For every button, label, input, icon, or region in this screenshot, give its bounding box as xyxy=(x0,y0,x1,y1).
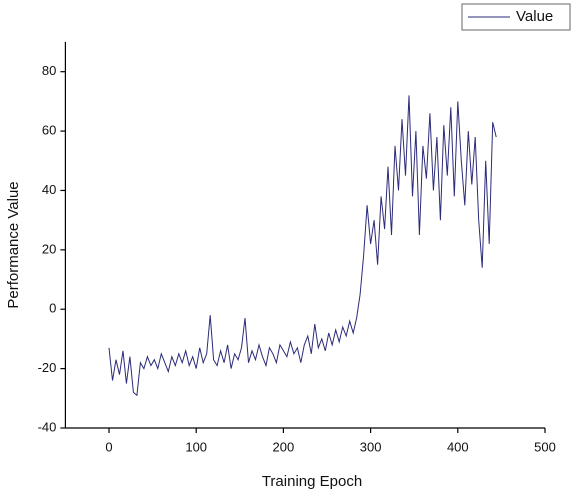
x-tick-label: 0 xyxy=(105,439,112,454)
data-line xyxy=(108,95,497,397)
y-tick-label: 0 xyxy=(49,301,56,316)
x-tick-label: 300 xyxy=(360,439,382,454)
x-tick-label: 400 xyxy=(447,439,469,454)
y-tick-label: 60 xyxy=(42,123,56,138)
x-tick-label: 500 xyxy=(534,439,556,454)
x-tick-label: 100 xyxy=(185,439,207,454)
y-tick-label: 40 xyxy=(42,182,56,197)
y-tick-label: 80 xyxy=(42,63,56,78)
y-tick-label: -20 xyxy=(38,360,57,375)
x-tick-label: 200 xyxy=(273,439,295,454)
y-axis-label: Performance Value xyxy=(5,181,22,308)
legend-label: Value xyxy=(516,8,553,25)
x-axis-label: Training Epoch xyxy=(262,473,362,490)
y-tick-label: 20 xyxy=(42,241,56,256)
y-tick-label: -40 xyxy=(38,419,57,434)
